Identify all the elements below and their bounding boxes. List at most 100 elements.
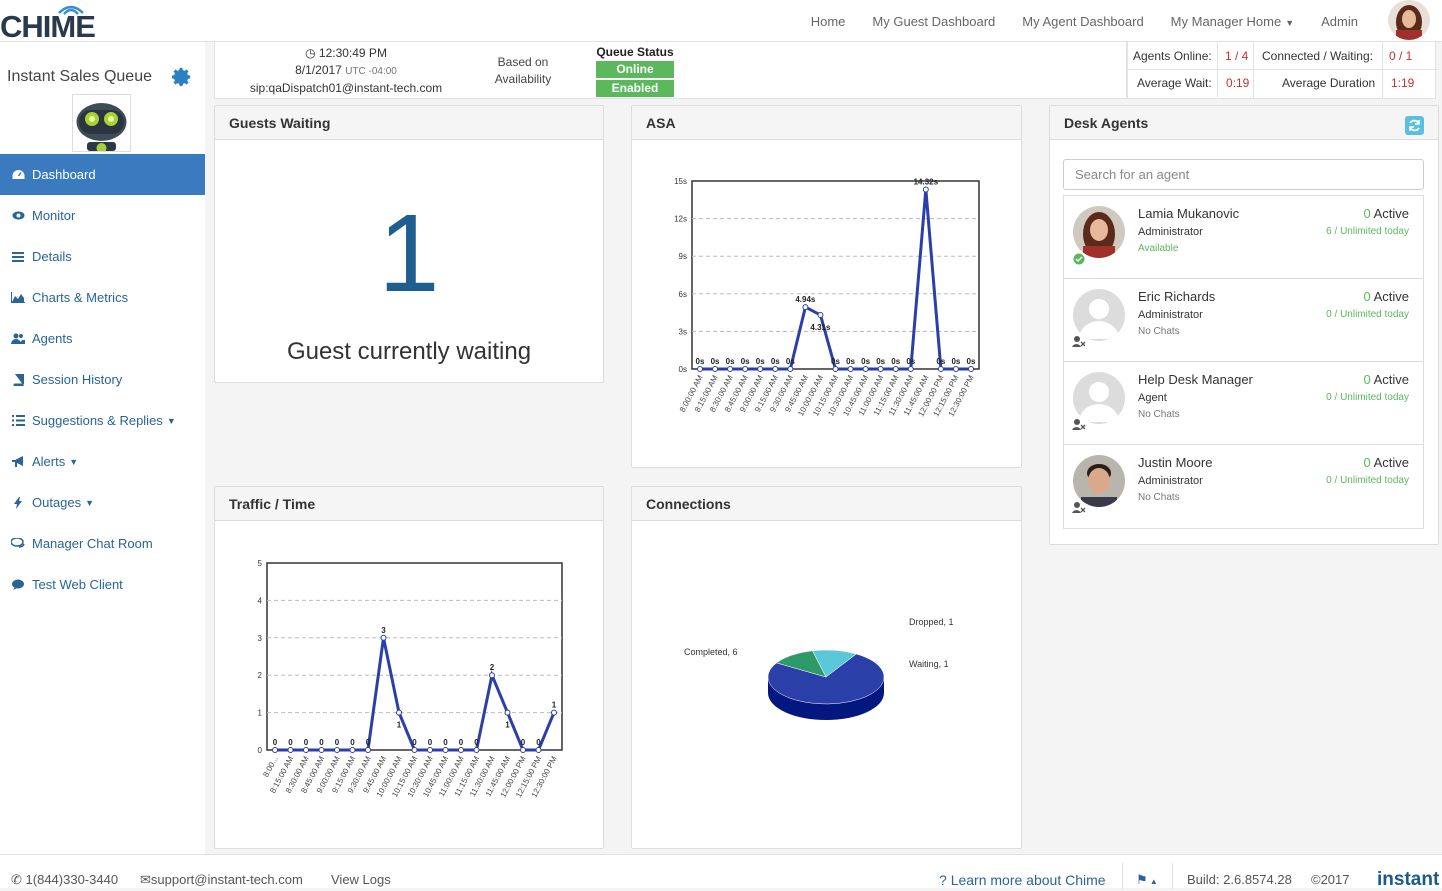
- sidebar-item-charts-metrics[interactable]: Charts & Metrics: [0, 277, 205, 318]
- queue-robot-avatar: [72, 94, 131, 153]
- nav-agent-dashboard[interactable]: My Agent Dashboard: [1022, 13, 1144, 29]
- current-date-row: 8/1/2017 UTC -04:00: [215, 62, 477, 80]
- data-point: [937, 366, 944, 372]
- language-icon: ⚑: [1136, 872, 1148, 887]
- agent-name: Help Desk Manager: [1138, 372, 1253, 387]
- data-label: 0: [273, 738, 278, 747]
- sidebar-item-outages[interactable]: Outages ▼: [0, 482, 205, 523]
- plot-area: [266, 562, 563, 751]
- panel-title: Traffic / Time: [215, 487, 603, 521]
- guests-waiting-panel: Guests Waiting 1 Guest currently waiting: [214, 105, 604, 383]
- traffic-panel: Traffic / Time 0 1 2 3 4 5 0 0 0 0 0 0 0 3 1 0 0 0 0 0 2 1 0 0 1…: [214, 486, 604, 849]
- caret-down-icon: ▼: [69, 456, 79, 467]
- user-offline-icon: [1072, 419, 1086, 430]
- desk-agents-panel: Desk Agents Lamia Mukanovic Administrato…: [1049, 105, 1439, 545]
- learn-more-text: Learn more about Chime: [950, 872, 1106, 888]
- bullhorn-icon: [11, 455, 25, 469]
- y-tick-label: 4: [258, 596, 263, 605]
- data-point: [551, 709, 557, 716]
- nav-home[interactable]: Home: [810, 13, 846, 29]
- y-tick-label: 12s: [674, 215, 687, 224]
- nav-guest-dashboard[interactable]: My Guest Dashboard: [872, 13, 996, 29]
- agent-today: 6 / Unlimited today: [1326, 226, 1409, 237]
- instant-logo[interactable]: instant: [1377, 869, 1440, 890]
- top-nav: Home My Guest Dashboard My Agent Dashboa…: [784, 0, 1358, 42]
- queue-status-bar: ◷ 12:30:49 PM 8/1/2017 UTC -04:00 sip:qa…: [214, 42, 1438, 99]
- connections-pie-chart: Completed, 6 Dropped, 1 Waiting, 1: [684, 617, 954, 720]
- support-phone-text: 1(844)330-3440: [25, 872, 119, 887]
- logo-text: CHIME: [0, 9, 96, 44]
- agent-search-input[interactable]: [1063, 159, 1424, 190]
- sidebar-item-test-web-client[interactable]: Test Web Client: [0, 564, 205, 605]
- support-email[interactable]: ✉support@instant-tech.com: [140, 872, 303, 888]
- agent-status: Available: [1138, 243, 1179, 254]
- refresh-button[interactable]: [1405, 116, 1424, 135]
- phone-icon: ✆: [11, 872, 22, 887]
- view-logs-link[interactable]: View Logs: [331, 872, 391, 887]
- data-label: 1: [552, 701, 557, 710]
- user-offline-icon: [1072, 502, 1086, 513]
- data-label: 0s: [741, 357, 750, 366]
- sidebar-item-session-history[interactable]: Session History: [0, 359, 205, 400]
- refresh-icon: [1409, 119, 1420, 132]
- gear-icon[interactable]: [171, 66, 193, 88]
- dashboard-icon: [11, 168, 25, 182]
- nav-manager-home[interactable]: My Manager Home ▼: [1171, 14, 1294, 29]
- y-tick-label: 2: [258, 671, 263, 680]
- average-wait-label: Average Wait:: [1137, 76, 1212, 90]
- agent-row[interactable]: Lamia Mukanovic Administrator Available …: [1064, 196, 1423, 279]
- data-label: 0s: [696, 357, 705, 366]
- agent-row[interactable]: Eric Richards Administrator No Chats 0 A…: [1064, 279, 1423, 362]
- agent-status: No Chats: [1138, 326, 1180, 337]
- nav-admin[interactable]: Admin: [1321, 13, 1358, 29]
- online-badge[interactable]: Online: [596, 61, 674, 78]
- data-point: [817, 311, 824, 318]
- panel-title: Connections: [632, 487, 1021, 521]
- language-dropdown[interactable]: ⚑ ▲: [1136, 872, 1158, 888]
- sidebar-item-agents[interactable]: Agents: [0, 318, 205, 359]
- support-phone[interactable]: ✆ 1(844)330-3440: [11, 872, 118, 888]
- data-point: [787, 366, 794, 372]
- panel-title: Desk Agents: [1050, 106, 1438, 140]
- build-number: Build: 2.6.8574.28: [1187, 872, 1292, 887]
- y-tick-label: 0: [258, 746, 263, 755]
- bolt-icon: [11, 496, 25, 510]
- data-label: 2: [490, 663, 495, 672]
- data-label: 0s: [967, 357, 976, 366]
- data-label: 0: [319, 738, 324, 747]
- data-label: 0s: [876, 357, 885, 366]
- agent-role: Administrator: [1138, 309, 1203, 321]
- data-label: 3: [381, 626, 386, 635]
- routing-mode: Based on Availability: [494, 55, 552, 86]
- data-label: 0s: [756, 357, 765, 366]
- user-offline-icon: [1072, 336, 1086, 347]
- data-point: [458, 747, 464, 753]
- sidebar-item-suggestions-replies[interactable]: Suggestions & Replies ▼: [0, 400, 205, 441]
- data-label: 0: [335, 738, 340, 747]
- current-date: 8/1/2017: [295, 63, 342, 77]
- sidebar-item-alerts[interactable]: Alerts ▼: [0, 441, 205, 482]
- agent-list: Lamia Mukanovic Administrator Available …: [1063, 195, 1424, 529]
- agent-today: 0 / Unlimited today: [1326, 309, 1409, 320]
- learn-more-link[interactable]: ? Learn more about Chime: [939, 872, 1106, 888]
- users-icon: [11, 332, 25, 346]
- wifi-waves-icon: [58, 5, 84, 15]
- agent-status: No Chats: [1138, 492, 1180, 503]
- sidebar-item-label: Test Web Client: [32, 577, 123, 592]
- sidebar-item-monitor[interactable]: Monitor: [0, 195, 205, 236]
- data-label: 0s: [891, 357, 900, 366]
- list-ul-icon: [11, 414, 25, 428]
- sidebar-item-dashboard[interactable]: Dashboard: [0, 154, 205, 195]
- sidebar-item-details[interactable]: Details: [0, 236, 205, 277]
- agent-row[interactable]: Justin Moore Administrator No Chats 0 Ac…: [1064, 445, 1423, 528]
- data-point: [862, 366, 869, 372]
- data-label: 0s: [786, 357, 795, 366]
- sidebar-item-manager-chat-room[interactable]: Manager Chat Room: [0, 523, 205, 564]
- enabled-badge[interactable]: Enabled: [596, 80, 674, 97]
- agent-row[interactable]: Help Desk Manager Agent No Chats 0 Activ…: [1064, 362, 1423, 445]
- user-avatar[interactable]: [1388, 0, 1430, 40]
- panel-title: Guests Waiting: [215, 106, 603, 140]
- data-label: 0: [443, 738, 448, 747]
- book-icon: [11, 373, 25, 387]
